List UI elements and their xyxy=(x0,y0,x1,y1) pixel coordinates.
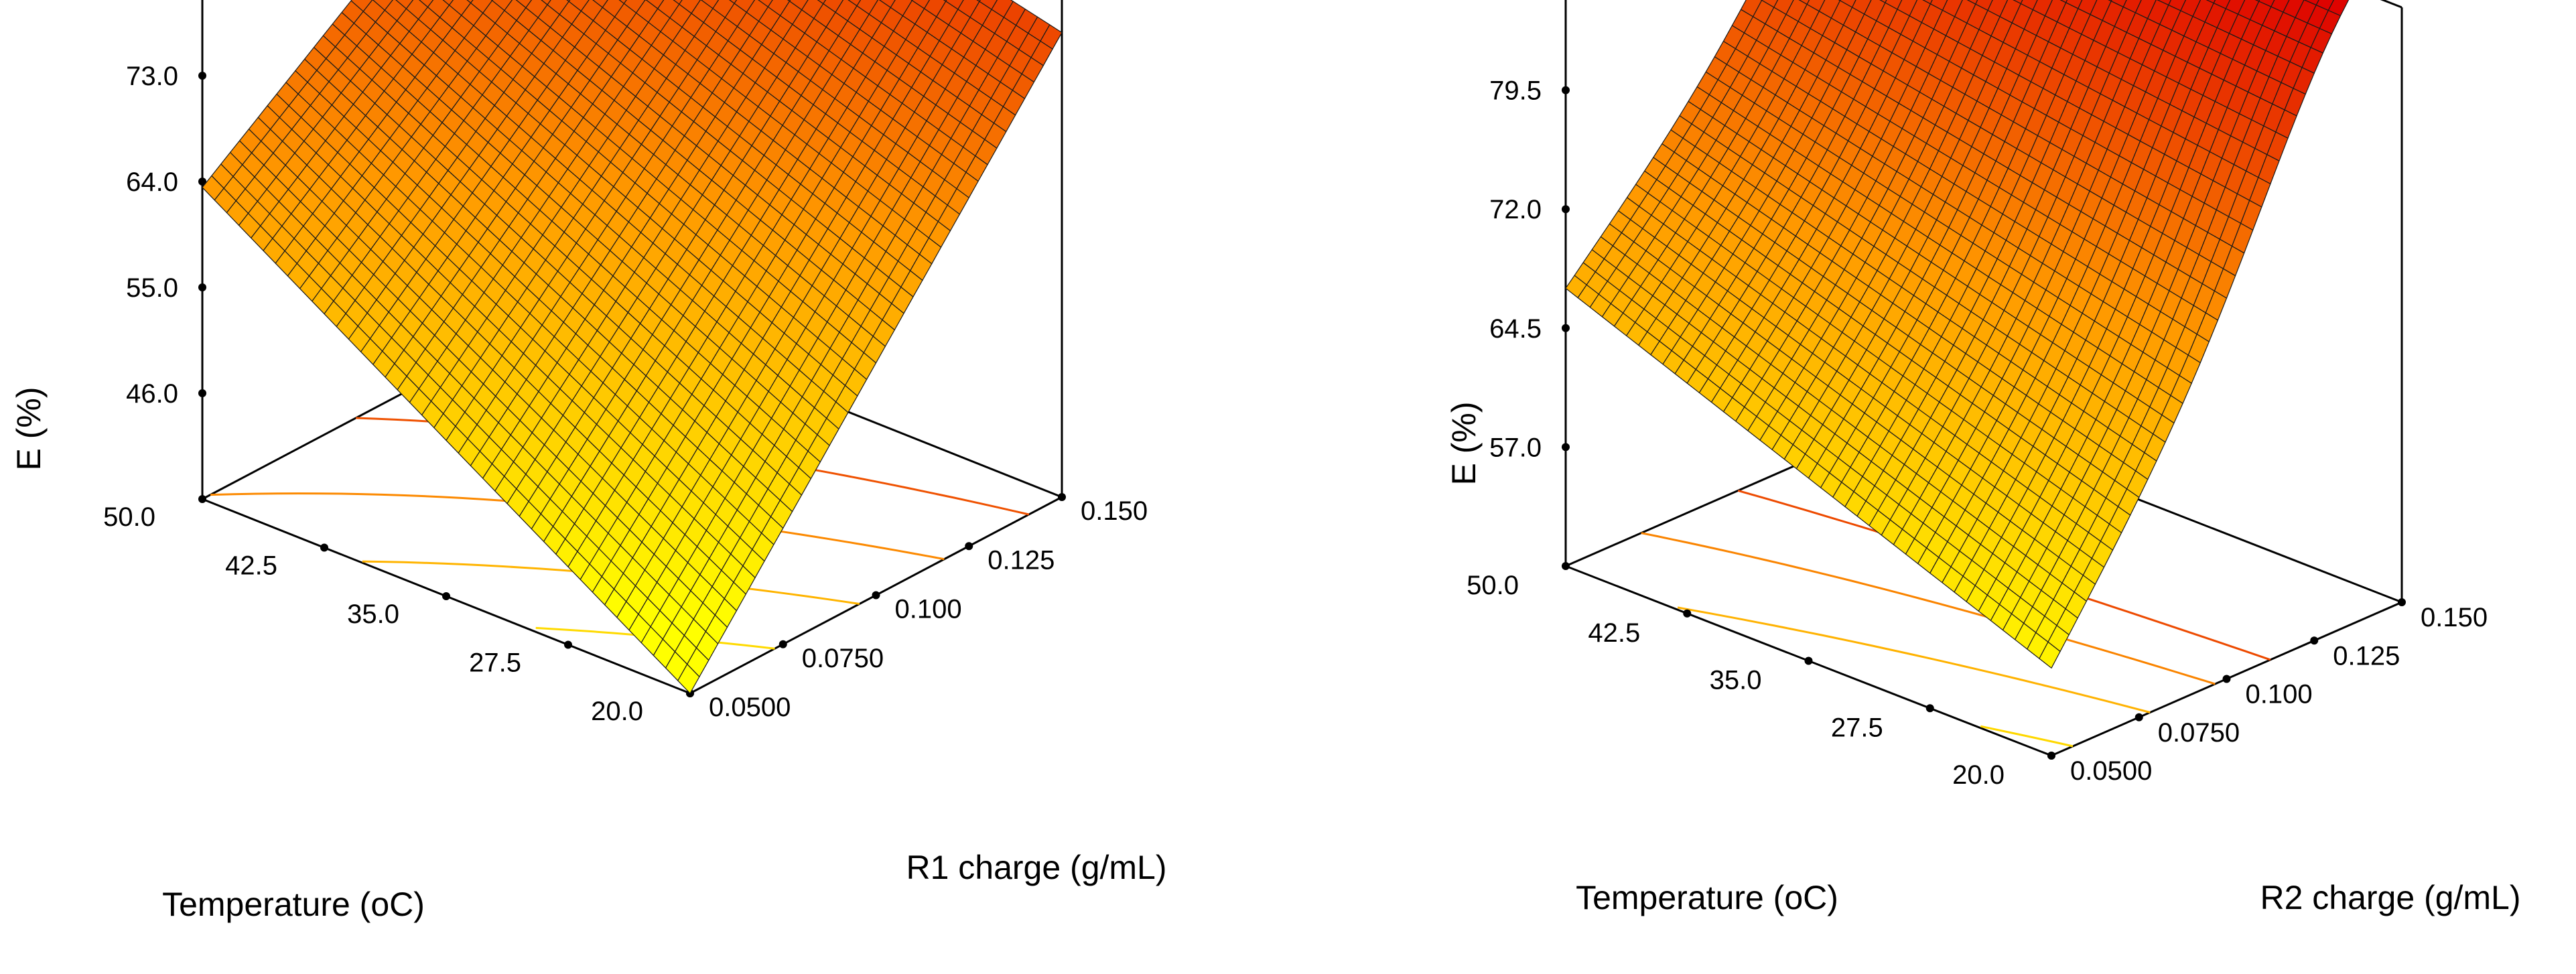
x-tick-mark xyxy=(198,495,206,503)
z-tick-label: 55.0 xyxy=(126,273,178,303)
x-tick-label: 20.0 xyxy=(1952,760,2005,790)
y-tick-mark xyxy=(965,542,973,551)
y-axis-title: R1 charge (g/mL) xyxy=(906,849,1166,886)
z-tick-label: 79.5 xyxy=(1489,76,1542,106)
x-tick-mark xyxy=(1562,562,1570,570)
y-tick-mark xyxy=(2222,675,2231,683)
z-tick-mark xyxy=(1562,324,1570,332)
z-tick-label: 64.0 xyxy=(126,167,178,197)
x-tick-label: 27.5 xyxy=(1831,713,1883,742)
x-tick-label: 50.0 xyxy=(103,502,155,532)
contour-line xyxy=(1641,532,2216,685)
x-tick-label: 35.0 xyxy=(1710,666,1762,695)
x-tick-label: 42.5 xyxy=(1588,618,1640,648)
surface-cell xyxy=(2039,641,2061,669)
x-axis-title: Temperature (oC) xyxy=(1576,879,1838,916)
x-tick-mark xyxy=(1925,704,1934,713)
surface-cell xyxy=(541,0,551,5)
surface-mesh xyxy=(202,0,1063,694)
z-tick-label: 73.0 xyxy=(126,62,178,91)
z-tick-label: 64.5 xyxy=(1489,314,1542,344)
y-tick-mark xyxy=(1058,493,1066,501)
x-tick-mark xyxy=(442,592,450,600)
z-tick-mark xyxy=(1562,443,1570,451)
x-tick-mark xyxy=(320,543,328,552)
x-tick-mark xyxy=(1804,656,1813,665)
x-tick-label: 20.0 xyxy=(591,697,643,726)
z-tick-mark xyxy=(198,72,206,80)
surface-cell xyxy=(673,0,683,5)
z-tick-mark xyxy=(198,283,206,291)
x-tick-mark xyxy=(564,640,572,649)
z-tick-mark xyxy=(198,178,206,186)
y-tick-mark xyxy=(2134,713,2143,721)
y-tick-label: 0.0500 xyxy=(2070,756,2152,786)
z-tick-label: 46.0 xyxy=(126,379,178,409)
y-tick-label: 0.125 xyxy=(2333,641,2400,671)
y-tick-mark xyxy=(2047,752,2055,760)
x-axis-title: Temperature (oC) xyxy=(162,886,425,923)
x-tick-label: 35.0 xyxy=(347,600,399,629)
surface-mesh xyxy=(1565,0,2350,669)
y-tick-mark xyxy=(778,640,787,648)
y-tick-label: 0.0750 xyxy=(2158,718,2240,748)
y-tick-label: 0.125 xyxy=(988,545,1055,575)
x-tick-label: 27.5 xyxy=(469,648,521,678)
y-tick-label: 0.150 xyxy=(1081,496,1148,526)
x-tick-label: 50.0 xyxy=(1467,571,1519,600)
contour-line xyxy=(1980,725,2074,748)
y-tick-mark xyxy=(872,591,880,600)
contour-line xyxy=(1677,606,2151,713)
y-tick-label: 0.150 xyxy=(2421,603,2488,632)
z-tick-mark xyxy=(1562,205,1570,214)
z-axis-title: E (%) xyxy=(1445,402,1483,486)
y-tick-mark xyxy=(2398,598,2406,606)
y-tick-label: 0.100 xyxy=(895,595,962,624)
z-tick-mark xyxy=(198,389,206,397)
y-tick-label: 0.0500 xyxy=(709,693,791,722)
y-tick-label: 0.0750 xyxy=(802,644,884,673)
y-tick-label: 0.100 xyxy=(2246,680,2313,709)
surface-cell xyxy=(677,663,700,694)
x-tick-mark xyxy=(1683,609,1692,618)
surface-plot-r1: 20.0 27.5 35.0 42.5 50.0 0.0500 0.0750 0.100 0.1… xyxy=(10,0,1167,923)
surface-cell xyxy=(442,0,454,6)
z-axis-title: E (%) xyxy=(10,387,48,471)
x-tick-label: 42.5 xyxy=(225,551,277,581)
z-tick-mark xyxy=(1562,86,1570,94)
y-axis-title: R2 charge (g/mL) xyxy=(2260,879,2520,916)
z-tick-label: 57.0 xyxy=(1489,433,1542,462)
y-tick-mark xyxy=(2310,636,2319,645)
z-tick-label: 72.0 xyxy=(1489,195,1542,224)
